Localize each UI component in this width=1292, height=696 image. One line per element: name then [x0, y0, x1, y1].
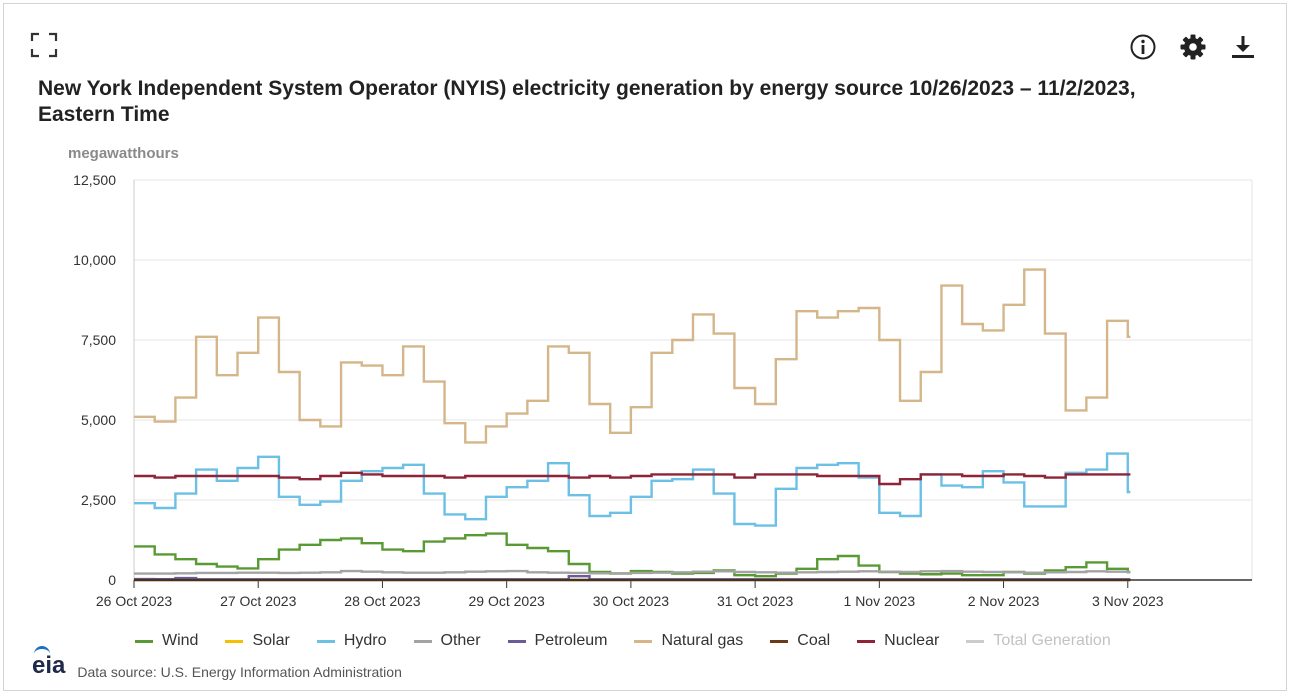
- download-icon[interactable]: [1228, 32, 1258, 62]
- legend-item-petroleum[interactable]: Petroleum: [507, 632, 608, 650]
- legend-item-solar[interactable]: Solar: [225, 632, 290, 650]
- x-tick-label: 1 Nov 2023: [844, 593, 916, 609]
- gear-icon[interactable]: [1178, 32, 1208, 62]
- eia-logo[interactable]: eia: [32, 646, 65, 680]
- y-tick-label: 7,500: [81, 332, 116, 348]
- x-tick-label: 3 Nov 2023: [1092, 593, 1164, 609]
- footer: eia Data source: U.S. Energy Information…: [32, 646, 402, 680]
- legend-swatch: [135, 639, 153, 643]
- y-tick-label: 10,000: [73, 252, 116, 268]
- series-line-other: [134, 569, 1131, 575]
- x-tick-label: 26 Oct 2023: [96, 593, 172, 609]
- legend-label: Natural gas: [661, 632, 744, 649]
- x-tick-label: 27 Oct 2023: [220, 593, 296, 609]
- legend-label: Hydro: [343, 632, 387, 649]
- chart-toolbar: [1128, 32, 1258, 62]
- legend-item-natural-gas[interactable]: Natural gas: [634, 632, 743, 650]
- x-tick-label: 30 Oct 2023: [593, 593, 669, 609]
- legend-item-coal[interactable]: Coal: [770, 632, 830, 650]
- chart-title: New York Independent System Operator (NY…: [38, 77, 1136, 126]
- legend-swatch: [857, 639, 876, 643]
- legend-swatch: [770, 639, 789, 643]
- logo-arc: [34, 646, 50, 659]
- legend-item-other[interactable]: Other: [413, 632, 481, 650]
- legend-swatch: [507, 639, 526, 643]
- legend-item-nuclear[interactable]: Nuclear: [857, 632, 939, 650]
- x-tick-label: 31 Oct 2023: [717, 593, 793, 609]
- data-source: Data source: U.S. Energy Information Adm…: [77, 664, 402, 680]
- y-tick-label: 12,500: [73, 172, 116, 188]
- x-tick-label: 29 Oct 2023: [469, 593, 545, 609]
- y-tick-label: 5,000: [81, 412, 116, 428]
- legend-item-hydro[interactable]: Hydro: [316, 632, 387, 650]
- fullscreen-icon[interactable]: [30, 32, 58, 58]
- legend-label: Other: [440, 632, 481, 649]
- info-icon[interactable]: [1128, 32, 1158, 62]
- series-line-nuclear: [134, 471, 1131, 486]
- legend-label: Total Generation: [993, 632, 1111, 649]
- x-tick-label: 28 Oct 2023: [344, 593, 420, 609]
- y-tick-label: 0: [108, 572, 116, 588]
- legend-label: Solar: [252, 632, 290, 649]
- legend-swatch: [966, 639, 985, 643]
- series-line-hydro: [134, 452, 1131, 527]
- legend-swatch: [225, 639, 244, 643]
- legend-swatch: [316, 639, 335, 643]
- legend-swatch: [634, 639, 653, 643]
- legend-label: Nuclear: [884, 632, 940, 649]
- legend-item-wind[interactable]: Wind: [135, 632, 198, 650]
- y-tick-label: 2,500: [81, 492, 116, 508]
- chart-legend: Wind Solar Hydro Other Petroleum Natural gas C…: [135, 632, 1138, 650]
- legend-label: Coal: [797, 632, 831, 649]
- series-line-wind: [134, 532, 1131, 578]
- legend-label: Petroleum: [534, 632, 608, 649]
- x-tick-label: 2 Nov 2023: [968, 593, 1040, 609]
- series-line-natural-gas: [134, 268, 1131, 444]
- legend-label: Wind: [162, 632, 199, 649]
- y-axis-label: megawatthours: [68, 145, 179, 162]
- legend-swatch: [413, 639, 432, 643]
- legend-item-total-generation[interactable]: Total Generation: [966, 632, 1111, 650]
